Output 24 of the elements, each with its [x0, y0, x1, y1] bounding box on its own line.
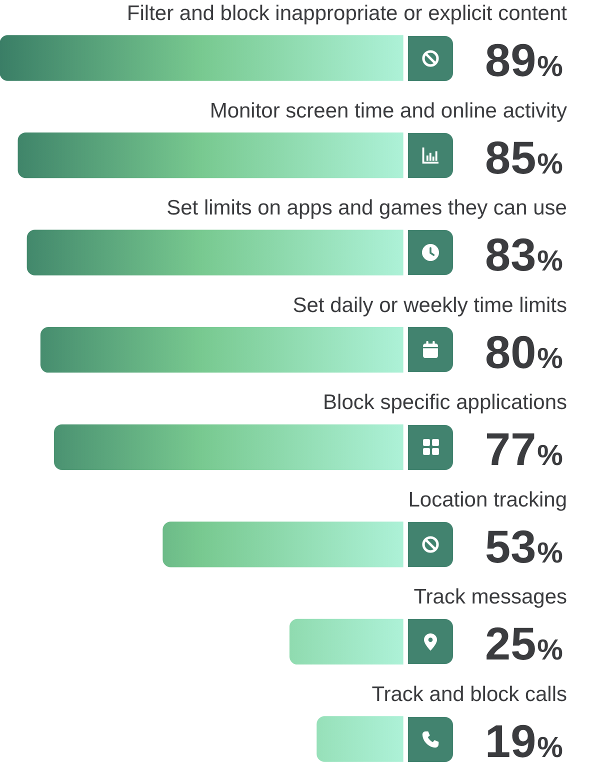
- y-tick-label: Track messages: [414, 586, 567, 609]
- bar: [162, 522, 404, 568]
- y-tick-label: Set daily or weekly time limits: [292, 294, 567, 317]
- data-label: 80%: [485, 326, 564, 378]
- y-tick-label: Location tracking: [408, 488, 567, 512]
- data-label: 25%: [485, 618, 564, 670]
- data-label: 85%: [485, 131, 564, 184]
- data-label: 53%: [485, 520, 564, 572]
- bar: [316, 716, 404, 762]
- y-tick-label: Set limits on apps and games they can use: [166, 196, 567, 220]
- data-label: 77%: [485, 423, 564, 476]
- bar: [40, 327, 404, 373]
- bar: [26, 230, 404, 276]
- y-tick-label: Filter and block inappropriate or explicit content: [126, 2, 568, 25]
- data-label: 89%: [485, 34, 564, 86]
- y-tick-label: Block specific applications: [323, 391, 567, 414]
- bar: [18, 132, 404, 178]
- data-label: 83%: [485, 228, 564, 281]
- bar: [54, 424, 404, 470]
- y-tick-label: Track and block calls: [372, 683, 567, 706]
- data-label: 19%: [485, 715, 564, 767]
- bar: [289, 618, 404, 665]
- bar: [0, 35, 404, 81]
- y-tick-label: Monitor screen time and online activity: [210, 99, 568, 122]
